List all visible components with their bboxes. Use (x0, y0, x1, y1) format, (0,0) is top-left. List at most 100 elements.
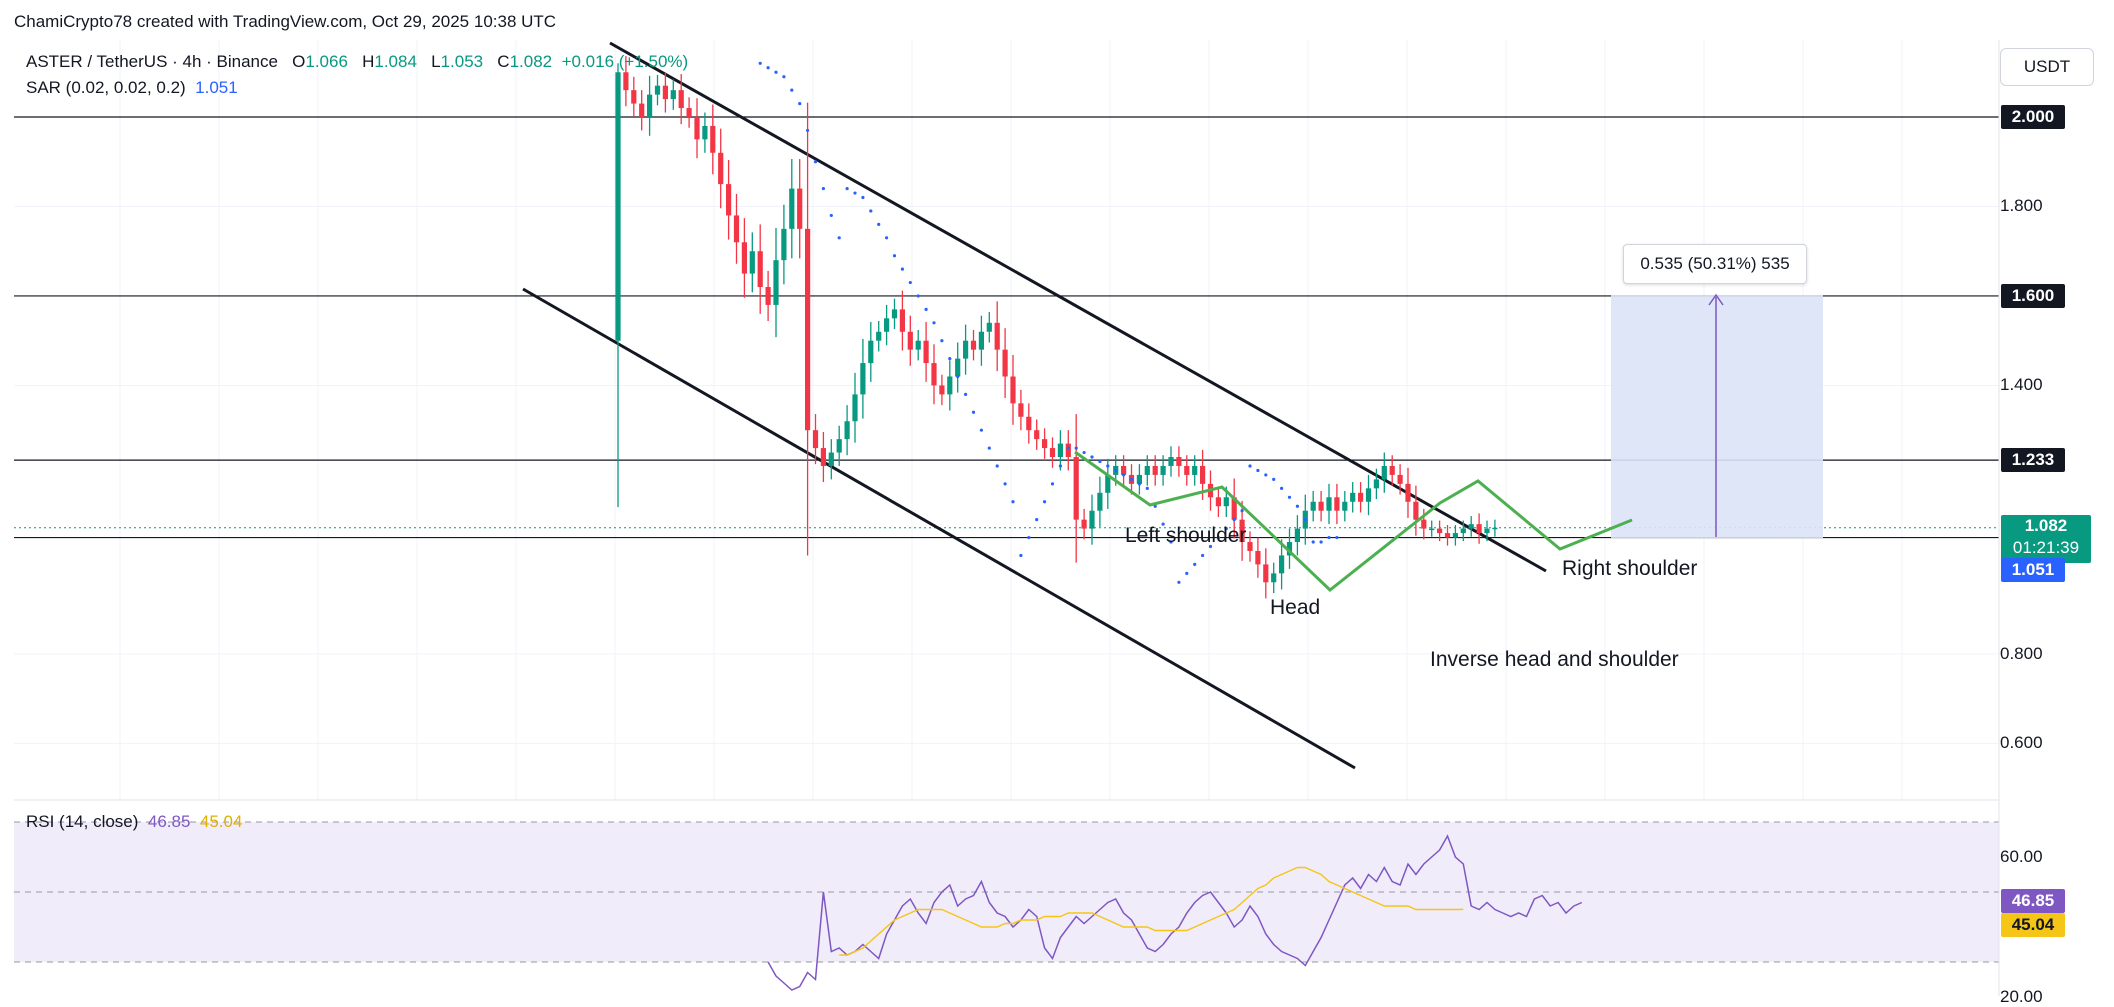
candle-body (828, 452, 834, 466)
candle-body (1097, 492, 1103, 511)
candle-body (1184, 465, 1190, 475)
candle-body (678, 90, 684, 109)
candle-body (1279, 555, 1285, 574)
candle-body (836, 439, 842, 453)
sar-dot (1003, 482, 1007, 486)
low-value: 1.053 (440, 52, 484, 71)
rsi-tick-label: 60.00 (2000, 847, 2043, 866)
left-shoulder-label: Left shoulder (1125, 524, 1247, 547)
sar-dot (877, 222, 881, 226)
candle-body (844, 421, 850, 440)
candle-body (1026, 416, 1032, 431)
sar-dot (1193, 562, 1197, 567)
candle-body (749, 251, 755, 274)
candle-body (1057, 443, 1063, 458)
candle-body (1105, 474, 1111, 493)
sar-dot (987, 446, 991, 450)
candle-body (1042, 439, 1048, 449)
bar-countdown: 01:21:39 (2012, 537, 2080, 557)
sar-dot (995, 464, 999, 468)
rsi-ma-value: 45.04 (199, 812, 243, 831)
level-price-badge: 1.233 (2001, 448, 2065, 473)
sar-dot (1232, 518, 1236, 522)
sar-dot (1090, 455, 1094, 459)
candle-body (694, 117, 700, 140)
sar-dot (1137, 482, 1141, 486)
candle-body (812, 430, 819, 449)
sar-dot (1011, 500, 1015, 504)
sar-dot (924, 307, 928, 311)
candle-body (923, 340, 929, 364)
symbol-label: ASTER / TetherUS · 4h · Binance (26, 52, 278, 71)
candle-body (773, 260, 779, 305)
sar-dot (885, 236, 889, 240)
candle-body (686, 108, 692, 117)
sar-dot (774, 70, 778, 74)
sar-dot (1145, 486, 1149, 490)
candle-body (654, 85, 661, 95)
candle-body (1365, 488, 1372, 502)
candle-body (1429, 528, 1435, 531)
change-value: +0.016 (+1.50%) (561, 52, 689, 71)
sar-dot (1280, 486, 1284, 490)
candle-body (1318, 501, 1324, 511)
candle-body (789, 188, 795, 229)
sar-dot (1185, 571, 1189, 575)
candle-body (1223, 497, 1229, 507)
candle-body (1397, 474, 1403, 484)
candle-body (639, 103, 645, 117)
candle-body (1049, 448, 1056, 458)
pattern-label: Inverse head and shoulder (1430, 648, 1679, 671)
sar-dot (1327, 535, 1331, 540)
candle-body (805, 228, 811, 431)
rsi-value: 46.85 (147, 812, 191, 831)
sar-dot (1319, 540, 1323, 544)
sar-dot (1035, 518, 1039, 522)
candle-body (757, 251, 763, 288)
measure-projection-box (1611, 295, 1823, 538)
candle-body (915, 340, 921, 350)
sar-dot (948, 356, 952, 361)
sar-dot (892, 254, 897, 258)
price-tick-label: 0.600 (2000, 733, 2043, 753)
currency-button[interactable]: USDT (2000, 48, 2094, 86)
sar-value: 1.051 (195, 78, 238, 97)
close-label: C (497, 52, 510, 71)
sar-label: SAR (0.02, 0.02, 0.2) (26, 78, 186, 97)
sar-dot (813, 160, 818, 164)
sar-legend: SAR (0.02, 0.02, 0.2) 1.051 (26, 78, 238, 98)
sar-dot (1106, 464, 1110, 468)
candle-body (820, 448, 826, 466)
candle-body (1231, 497, 1237, 520)
candle-body (741, 242, 747, 274)
sar-dot (1177, 580, 1181, 584)
sar-dot (1287, 495, 1292, 499)
sar-dot (1027, 535, 1031, 540)
candlesticks (615, 56, 1498, 599)
candle-body (907, 331, 913, 350)
candle-body (710, 125, 716, 153)
head-label: Head (1270, 596, 1321, 619)
sar-dot (1074, 446, 1078, 450)
sar-dot (1129, 477, 1134, 481)
candle-body (970, 340, 977, 350)
rsi-label: RSI (14, close) (26, 812, 139, 831)
sar-dot (829, 213, 833, 218)
candle-body (1294, 528, 1300, 543)
sar-dot (1201, 553, 1205, 558)
candle-body (1192, 465, 1198, 475)
open-value: 1.066 (305, 52, 348, 71)
candle-body (1271, 573, 1277, 583)
sar-dot (1208, 544, 1213, 549)
sar-dot (1240, 509, 1244, 513)
sar-dot (1066, 446, 1070, 450)
channel-upper-line (609, 41, 1547, 573)
sar-dot (1216, 535, 1220, 540)
sar-dot (1082, 450, 1086, 455)
candle-body (899, 309, 905, 332)
sar-dot (1256, 468, 1260, 473)
candle-body (1065, 443, 1071, 458)
candle-body (615, 72, 621, 341)
candle-body (1121, 465, 1127, 475)
